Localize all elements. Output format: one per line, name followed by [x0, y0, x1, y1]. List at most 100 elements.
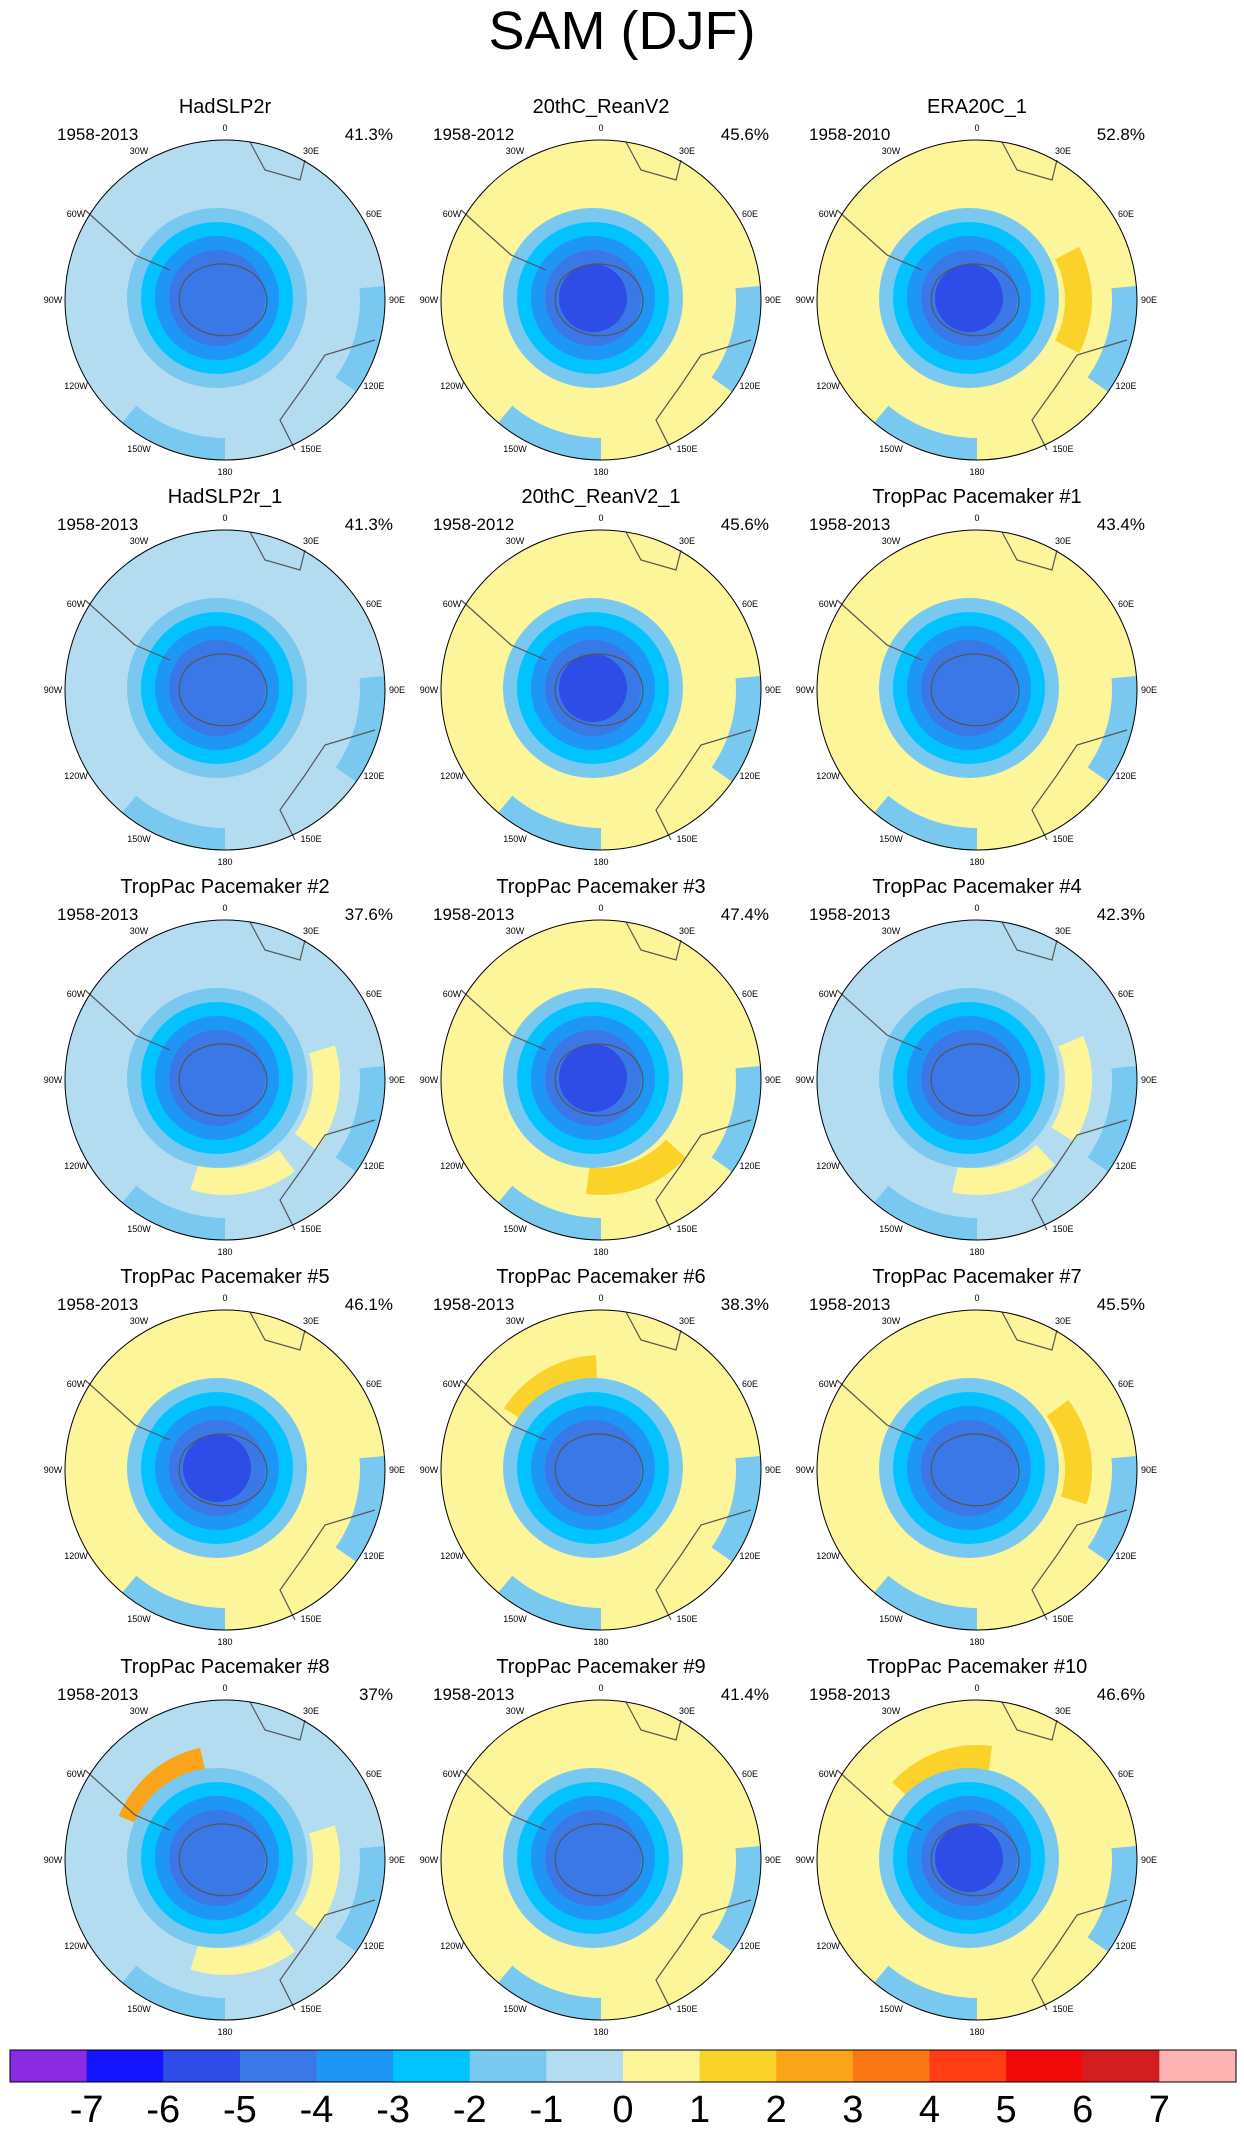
longitude-label: 120E: [739, 381, 760, 391]
map-border: [440, 919, 762, 1241]
longitude-label: 90E: [1141, 685, 1157, 695]
south-america-coastline: [84, 599, 171, 661]
longitude-label: 180: [593, 1637, 608, 1647]
negative-anomaly-contour: [545, 1810, 641, 1906]
africa-coastline: [625, 921, 682, 961]
africa-coastline: [625, 1701, 682, 1741]
negative-patch: [122, 405, 225, 460]
longitude-label: 150W: [879, 444, 903, 454]
colorbar-tick-label: -5: [222, 2089, 257, 2131]
negative-patch: [1087, 1066, 1137, 1172]
panel-variance-percent: 37.6%: [344, 905, 393, 924]
longitude-label: 60W: [819, 209, 838, 219]
map-border: [440, 1309, 762, 1631]
positive-anomaly-arc: [190, 1149, 296, 1195]
longitude-label: 150E: [1052, 2004, 1073, 2014]
panel-variance-percent: 43.4%: [1096, 515, 1145, 534]
longitude-label: 90W: [44, 1075, 63, 1085]
longitude-label: 60W: [819, 989, 838, 999]
longitude-label: 90W: [796, 1075, 815, 1085]
longitude-label: 120W: [440, 1161, 464, 1171]
negative-patch: [874, 1575, 977, 1630]
antarctica-coastline: [554, 1433, 644, 1507]
colorbar-tick-label: 3: [842, 2089, 864, 2131]
map-panel: 0 30E 60E 90E 120E 150E 180 150W 120W 90W 60W 30W Tr…: [411, 875, 791, 1265]
negative-patch: [874, 795, 977, 850]
colorbar-swatch: [623, 2050, 701, 2082]
positive-anomaly-arc: [1046, 1399, 1092, 1505]
africa-coastline: [1001, 141, 1058, 181]
longitude-label: 0: [222, 123, 227, 133]
longitude-label: 30E: [303, 1706, 319, 1716]
panel-period: 1958-2012: [433, 125, 515, 144]
colorbar-swatch: [86, 2050, 164, 2082]
longitude-label: 60W: [67, 1379, 86, 1389]
longitude-label: 150E: [300, 1614, 321, 1624]
polar-map: 0 30E 60E 90E 120E 150E 180 150W 120W 90W 60W 30W: [420, 903, 781, 1257]
colorbar-swatch: [163, 2050, 241, 2082]
australia-nz-coastline: [1031, 729, 1128, 841]
longitude-label: 90W: [420, 685, 439, 695]
negative-anomaly-contour: [169, 1030, 265, 1126]
longitude-label: 180: [969, 1637, 984, 1647]
longitude-label: 120E: [739, 1161, 760, 1171]
longitude-label: 30W: [130, 536, 149, 546]
colorbar-swatch: [929, 2050, 1007, 2082]
negative-patch: [498, 405, 601, 460]
longitude-label: 60W: [67, 989, 86, 999]
africa-coastline: [1001, 1701, 1058, 1741]
negative-anomaly-contour: [935, 264, 1003, 332]
negative-patch: [874, 405, 977, 460]
longitude-label: 150W: [879, 2004, 903, 2014]
longitude-label: 90W: [420, 1855, 439, 1865]
colorbar: [9, 2049, 1237, 2083]
map-border: [440, 1699, 762, 2021]
antarctica-coastline: [554, 1823, 644, 1897]
longitude-label: 60E: [742, 599, 758, 609]
longitude-label: 90E: [1141, 1075, 1157, 1085]
colorbar-tick-label: -4: [299, 2089, 334, 2131]
polar-map: 0 30E 60E 90E 120E 150E 180 150W 120W 90W 60W 30W: [44, 1683, 405, 2037]
longitude-label: 60W: [819, 599, 838, 609]
australia-nz-coastline: [279, 729, 376, 841]
south-america-coastline: [836, 1379, 923, 1441]
map-panel: 0 30E 60E 90E 120E 150E 180 150W 120W 90W 60W 30W Tr…: [35, 1265, 415, 1655]
longitude-label: 90E: [1141, 295, 1157, 305]
negative-patch: [711, 286, 761, 392]
longitude-label: 30E: [303, 536, 319, 546]
positive-anomaly-arc: [190, 1929, 296, 1975]
south-america-coastline: [460, 599, 547, 661]
longitude-label: 30E: [679, 1316, 695, 1326]
longitude-label: 30W: [882, 926, 901, 936]
panel-variance-percent: 45.5%: [1096, 1295, 1145, 1314]
panel-variance-percent: 38.3%: [720, 1295, 769, 1314]
colorbar-tick-label: 6: [1072, 2089, 1094, 2131]
longitude-label: 120W: [816, 381, 840, 391]
longitude-label: 150W: [879, 1614, 903, 1624]
longitude-label: 90W: [44, 1465, 63, 1475]
colorbar-tick-label: 5: [995, 2089, 1017, 2131]
panel-title: HadSLP2r: [178, 96, 272, 118]
australia-nz-coastline: [279, 339, 376, 451]
colorbar-tick-label: 0: [612, 2089, 634, 2131]
longitude-label: 120W: [816, 1551, 840, 1561]
longitude-label: 90E: [389, 295, 405, 305]
panel-title: 20thC_ReanV2_1: [521, 486, 681, 508]
longitude-label: 150W: [127, 2004, 151, 2014]
negative-patch: [122, 1575, 225, 1630]
longitude-label: 90E: [765, 685, 781, 695]
south-america-coastline: [84, 1379, 171, 1441]
longitude-label: 30E: [1055, 536, 1071, 546]
positive-anomaly-arc: [952, 754, 1055, 805]
map-panel: 0 30E 60E 90E 120E 150E 180 150W 120W 90W 60W 30W Tr…: [411, 1655, 791, 2045]
antarctica-coastline: [178, 1433, 268, 1507]
panel-title: ERA20C_1: [926, 96, 1028, 118]
longitude-label: 30E: [1055, 146, 1071, 156]
negative-patch: [498, 795, 601, 850]
south-america-coastline: [836, 209, 923, 271]
negative-patch: [122, 795, 225, 850]
colorbar-swatch: [10, 2050, 88, 2082]
longitude-label: 150W: [127, 1224, 151, 1234]
longitude-label: 120W: [440, 381, 464, 391]
longitude-label: 30W: [130, 1706, 149, 1716]
